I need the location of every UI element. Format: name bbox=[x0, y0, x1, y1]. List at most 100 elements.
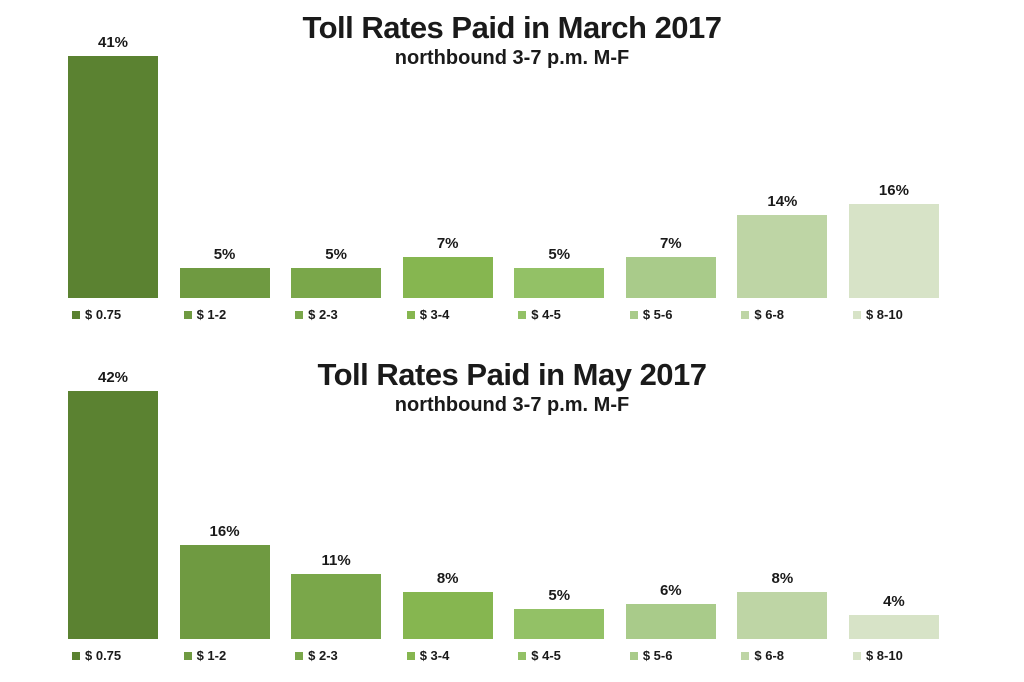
bar-value-label: 16% bbox=[878, 182, 909, 199]
bar-category-label: $ 6-8 bbox=[737, 307, 827, 322]
category-text: $ 6-8 bbox=[754, 307, 785, 322]
bar-value-label: 42% bbox=[97, 369, 129, 386]
bar-column: 5% bbox=[179, 246, 270, 298]
bar bbox=[291, 268, 382, 298]
bar bbox=[848, 204, 939, 298]
legend-swatch-icon bbox=[295, 310, 304, 319]
legend-swatch-icon bbox=[406, 310, 415, 319]
bar-category-label: $ 2-3 bbox=[291, 307, 381, 322]
bars-row: 41% 5% 5% 7% 5% 7% 14% 16% bbox=[68, 0, 939, 298]
bar-column: 5% bbox=[514, 587, 605, 639]
category-text: $ 5-6 bbox=[642, 307, 673, 322]
bar-column: 11% bbox=[291, 552, 382, 639]
bar bbox=[737, 592, 828, 639]
bar-category-label: $ 5-6 bbox=[626, 648, 716, 663]
category-text: $ 0.75 bbox=[85, 307, 122, 322]
bar-category-label: $ 0.75 bbox=[68, 648, 158, 663]
category-labels-row: $ 0.75 $ 1-2 $ 2-3 $ 3-4 $ 4-5 $ 5-6 $ 6-8 $ 8-… bbox=[68, 648, 939, 663]
bar bbox=[68, 56, 158, 298]
bar-value-label: 41% bbox=[97, 34, 129, 51]
category-text: $ 2-3 bbox=[308, 648, 338, 663]
category-text: $ 6-8 bbox=[754, 648, 785, 663]
bar-column: 5% bbox=[514, 246, 605, 298]
bar bbox=[179, 545, 270, 639]
category-text: $ 1-2 bbox=[196, 648, 227, 663]
bar-value-label: 5% bbox=[548, 246, 571, 263]
legend-swatch-icon bbox=[183, 310, 192, 319]
bar bbox=[848, 615, 939, 639]
category-text: $ 8-10 bbox=[865, 307, 903, 322]
category-text: $ 5-6 bbox=[642, 648, 673, 663]
bar bbox=[514, 609, 605, 639]
bar-category-label: $ 2-3 bbox=[291, 648, 381, 663]
bar bbox=[402, 592, 493, 639]
bar-value-label: 5% bbox=[325, 246, 347, 263]
bar-value-label: 7% bbox=[659, 235, 682, 252]
chart-march-2017: Toll Rates Paid in March 2017 northbound… bbox=[68, 0, 939, 322]
bar-column: 5% bbox=[291, 246, 382, 298]
bar-category-label: $ 3-4 bbox=[403, 307, 493, 322]
bar-column: 6% bbox=[625, 582, 716, 639]
bar-value-label: 8% bbox=[771, 570, 794, 587]
bar-value-label: 6% bbox=[659, 582, 682, 599]
bar bbox=[402, 257, 493, 298]
legend-swatch-icon bbox=[518, 651, 527, 660]
bar bbox=[625, 604, 716, 639]
category-text: $ 4-5 bbox=[531, 307, 561, 322]
legend-swatch-icon bbox=[518, 310, 527, 319]
bar bbox=[179, 268, 270, 298]
plot-area: 42% 16% 11% 8% 5% 6% 8% 4% $ 0.75 $ 1-2 $ 2-3 $ 3-… bbox=[68, 341, 939, 663]
bar-category-label: $ 1-2 bbox=[180, 648, 270, 663]
bar-value-label: 4% bbox=[883, 593, 905, 610]
bar bbox=[625, 257, 716, 298]
category-text: $ 3-4 bbox=[419, 648, 450, 663]
bar-category-label: $ 3-4 bbox=[403, 648, 493, 663]
chart-may-2017: Toll Rates Paid in May 2017 northbound 3… bbox=[0, 341, 1024, 682]
bar-category-label: $ 5-6 bbox=[626, 307, 716, 322]
bar-value-label: 7% bbox=[436, 235, 459, 252]
category-text: $ 3-4 bbox=[419, 307, 450, 322]
legend-swatch-icon bbox=[72, 651, 80, 660]
bars-row: 42% 16% 11% 8% 5% 6% 8% 4% bbox=[68, 341, 939, 639]
bar-column: 14% bbox=[737, 193, 828, 298]
bar-column: 7% bbox=[402, 235, 493, 298]
bar-category-label: $ 6-8 bbox=[737, 648, 827, 663]
category-labels-row: $ 0.75 $ 1-2 $ 2-3 $ 3-4 $ 4-5 $ 5-6 $ 6-8 $ 8-… bbox=[68, 307, 939, 322]
bar-category-label: $ 8-10 bbox=[849, 648, 939, 663]
category-text: $ 8-10 bbox=[865, 648, 903, 663]
legend-swatch-icon bbox=[852, 651, 861, 660]
bar-column: 16% bbox=[848, 182, 939, 298]
legend-swatch-icon bbox=[295, 651, 304, 660]
legend-swatch-icon bbox=[741, 651, 750, 660]
bar-column: 41% bbox=[68, 34, 158, 298]
bar-value-label: 8% bbox=[436, 570, 459, 587]
bar-value-label: 16% bbox=[209, 523, 240, 540]
category-text: $ 2-3 bbox=[308, 307, 338, 322]
legend-swatch-icon bbox=[406, 651, 415, 660]
category-text: $ 4-5 bbox=[531, 648, 561, 663]
bar-column: 4% bbox=[848, 593, 939, 639]
bar-value-label: 11% bbox=[321, 552, 351, 569]
bar-value-label: 14% bbox=[767, 193, 798, 210]
bar-category-label: $ 4-5 bbox=[514, 307, 604, 322]
category-text: $ 0.75 bbox=[85, 648, 122, 663]
bar-value-label: 5% bbox=[213, 246, 236, 263]
bar bbox=[737, 215, 828, 298]
bar-category-label: $ 4-5 bbox=[514, 648, 604, 663]
legend-swatch-icon bbox=[852, 310, 861, 319]
legend-swatch-icon bbox=[741, 310, 750, 319]
legend-swatch-icon bbox=[629, 651, 638, 660]
bar-category-label: $ 8-10 bbox=[849, 307, 939, 322]
bar-column: 8% bbox=[402, 570, 493, 639]
bar-category-label: $ 0.75 bbox=[68, 307, 158, 322]
bar-column: 8% bbox=[737, 570, 828, 639]
bar bbox=[514, 268, 605, 298]
bar-value-label: 5% bbox=[548, 587, 571, 604]
bar bbox=[68, 391, 158, 639]
bar-category-label: $ 1-2 bbox=[180, 307, 270, 322]
legend-swatch-icon bbox=[629, 310, 638, 319]
plot-area: 41% 5% 5% 7% 5% 7% 14% 16% $ 0.75 $ 1-2 $ 2-3 $ 3-… bbox=[68, 0, 939, 322]
bar-column: 42% bbox=[68, 369, 158, 639]
legend-swatch-icon bbox=[183, 651, 192, 660]
bar bbox=[291, 574, 382, 639]
